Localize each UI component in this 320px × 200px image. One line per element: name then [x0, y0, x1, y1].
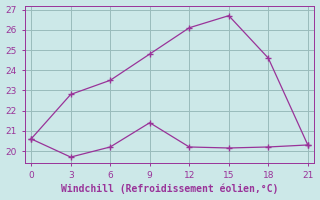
X-axis label: Windchill (Refroidissement éolien,°C): Windchill (Refroidissement éolien,°C) — [61, 184, 278, 194]
